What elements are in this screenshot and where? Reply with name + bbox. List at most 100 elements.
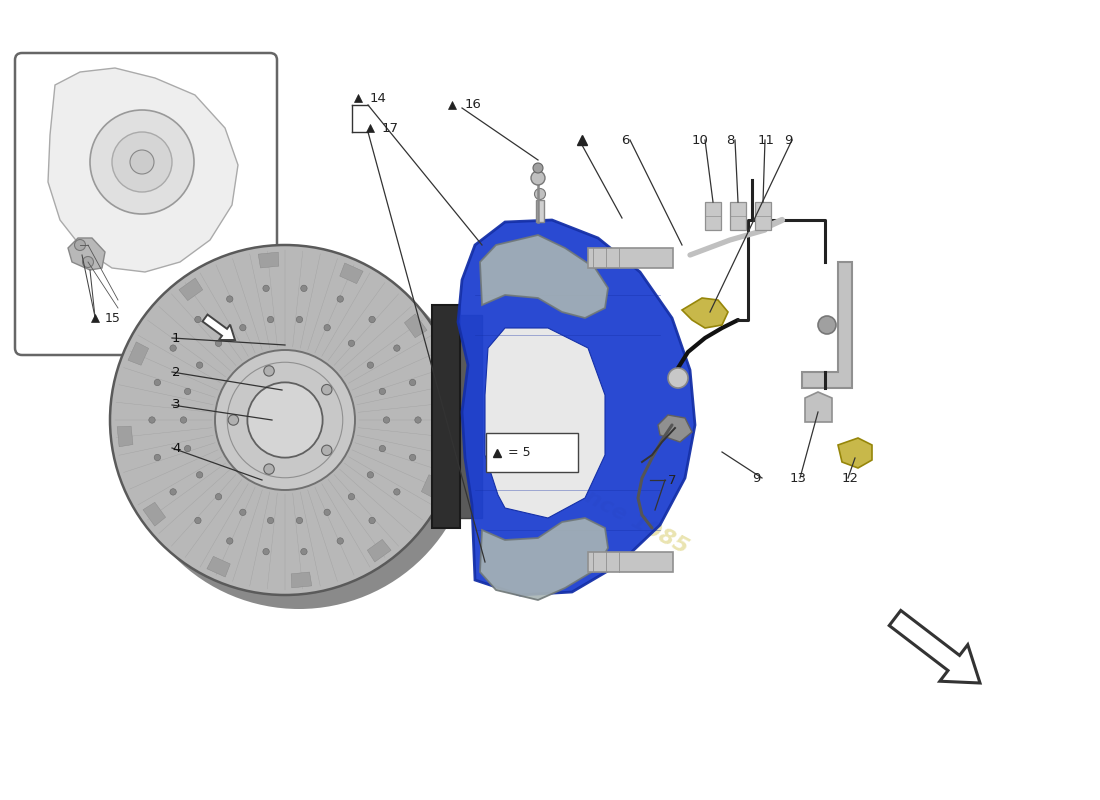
Circle shape	[267, 518, 274, 524]
Circle shape	[337, 538, 343, 544]
Circle shape	[197, 472, 202, 478]
Text: 8: 8	[726, 134, 734, 146]
Polygon shape	[128, 342, 148, 366]
Circle shape	[195, 316, 201, 322]
Circle shape	[169, 489, 176, 495]
Circle shape	[240, 509, 246, 515]
Circle shape	[379, 388, 386, 394]
Circle shape	[367, 472, 374, 478]
Circle shape	[367, 362, 374, 368]
Polygon shape	[456, 315, 482, 518]
Polygon shape	[458, 220, 695, 595]
Circle shape	[185, 446, 190, 452]
Text: 3: 3	[172, 398, 180, 411]
Polygon shape	[117, 426, 133, 446]
Circle shape	[300, 285, 307, 291]
Text: 4: 4	[172, 442, 180, 454]
Bar	[705, 202, 720, 230]
Circle shape	[300, 549, 307, 555]
Circle shape	[216, 340, 222, 346]
Circle shape	[90, 110, 194, 214]
Circle shape	[368, 518, 375, 524]
Circle shape	[535, 189, 546, 199]
Polygon shape	[292, 572, 311, 588]
Text: 7: 7	[668, 474, 676, 486]
Circle shape	[409, 454, 416, 461]
Circle shape	[415, 417, 421, 423]
Text: a passion for parts since 1985: a passion for parts since 1985	[349, 362, 692, 558]
Polygon shape	[437, 394, 453, 414]
Text: 17: 17	[382, 122, 399, 134]
Text: 12: 12	[842, 471, 859, 485]
Circle shape	[169, 345, 176, 351]
Text: 1: 1	[172, 331, 180, 345]
Circle shape	[324, 325, 330, 331]
Circle shape	[216, 494, 222, 500]
Circle shape	[214, 350, 355, 490]
Text: = 5: = 5	[508, 446, 530, 459]
Circle shape	[263, 285, 270, 291]
Circle shape	[124, 259, 474, 609]
Circle shape	[180, 417, 187, 423]
Circle shape	[668, 368, 688, 388]
Polygon shape	[405, 314, 427, 338]
Polygon shape	[802, 262, 852, 388]
Circle shape	[379, 446, 386, 452]
Polygon shape	[838, 438, 872, 468]
Circle shape	[264, 464, 274, 474]
Polygon shape	[421, 474, 442, 498]
Polygon shape	[658, 415, 692, 442]
Text: 2: 2	[172, 366, 180, 378]
Polygon shape	[207, 556, 230, 577]
Circle shape	[368, 316, 375, 322]
Polygon shape	[48, 68, 238, 272]
Circle shape	[264, 366, 274, 376]
Circle shape	[195, 518, 201, 524]
Text: 9: 9	[784, 134, 792, 146]
Circle shape	[130, 150, 154, 174]
Text: 10: 10	[692, 134, 708, 146]
Bar	[730, 202, 746, 230]
Polygon shape	[340, 263, 363, 284]
Text: 9: 9	[751, 471, 760, 485]
Text: 14: 14	[370, 91, 387, 105]
Text: 11: 11	[758, 134, 776, 146]
Circle shape	[394, 345, 400, 351]
Polygon shape	[682, 298, 728, 328]
Circle shape	[337, 296, 343, 302]
Polygon shape	[367, 539, 392, 562]
Circle shape	[75, 239, 86, 250]
Circle shape	[228, 414, 239, 426]
Bar	[588, 552, 673, 572]
Text: 15: 15	[104, 311, 121, 325]
Circle shape	[349, 340, 354, 346]
Text: 16: 16	[465, 98, 482, 111]
Circle shape	[110, 245, 460, 595]
Circle shape	[531, 171, 544, 185]
Polygon shape	[805, 392, 832, 422]
Circle shape	[383, 417, 389, 423]
Polygon shape	[179, 278, 202, 301]
FancyBboxPatch shape	[15, 53, 277, 355]
Circle shape	[227, 296, 233, 302]
Circle shape	[409, 379, 416, 386]
Circle shape	[321, 445, 332, 455]
Bar	[536, 200, 544, 222]
Circle shape	[321, 385, 332, 395]
Circle shape	[324, 509, 330, 515]
Circle shape	[197, 362, 202, 368]
Bar	[755, 202, 771, 230]
Polygon shape	[68, 238, 104, 270]
Circle shape	[112, 132, 172, 192]
Polygon shape	[258, 252, 278, 268]
Circle shape	[248, 382, 322, 458]
Text: 13: 13	[790, 471, 807, 485]
Polygon shape	[480, 518, 608, 600]
Circle shape	[154, 454, 161, 461]
Circle shape	[296, 518, 303, 524]
Circle shape	[154, 379, 161, 386]
Text: 6: 6	[620, 134, 629, 146]
FancyBboxPatch shape	[486, 433, 578, 472]
Circle shape	[148, 417, 155, 423]
Circle shape	[534, 163, 543, 173]
